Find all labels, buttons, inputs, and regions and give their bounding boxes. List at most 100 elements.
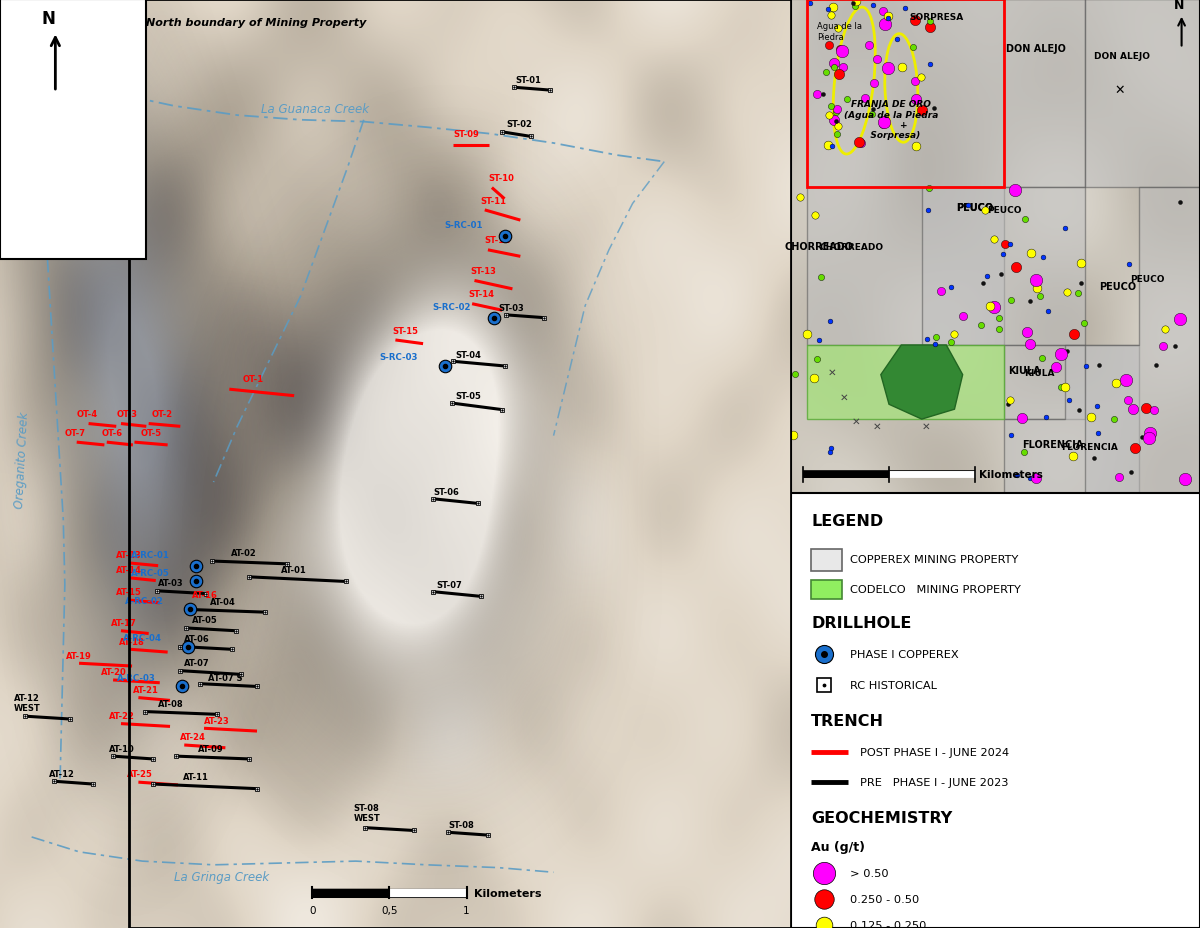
- Text: GEOCHEMISTRY: GEOCHEMISTRY: [811, 810, 953, 825]
- Bar: [808, 0, 1003, 187]
- Point: [926, 330, 946, 345]
- Text: > 0.50: > 0.50: [850, 869, 889, 879]
- Point: [1058, 285, 1078, 300]
- Text: Agua de la
Piedra: Agua de la Piedra: [817, 22, 863, 42]
- Polygon shape: [1003, 345, 1086, 419]
- Point: [920, 15, 940, 30]
- Text: 5: 5: [972, 492, 978, 502]
- Text: AT-02: AT-02: [230, 548, 257, 558]
- Point: [1026, 274, 1045, 289]
- Point: [806, 87, 826, 102]
- Point: [845, 0, 864, 15]
- Text: North boundary of Mining Property: North boundary of Mining Property: [146, 18, 367, 28]
- Text: ST-05: ST-05: [456, 392, 481, 401]
- Point: [827, 105, 846, 120]
- Point: [1069, 404, 1088, 419]
- Text: PEUCO: PEUCO: [1130, 275, 1165, 283]
- Point: [823, 1, 842, 16]
- Point: [864, 0, 883, 13]
- Point: [833, 60, 852, 75]
- Point: [821, 315, 840, 329]
- Point: [917, 332, 936, 347]
- Point: [893, 60, 912, 75]
- Point: [920, 21, 940, 36]
- Point: [878, 12, 898, 27]
- Text: S-RC-03: S-RC-03: [379, 353, 418, 362]
- Text: KIULA: KIULA: [1008, 366, 1040, 375]
- Text: ST-14: ST-14: [468, 290, 494, 299]
- Point: [1145, 404, 1164, 419]
- Point: [808, 353, 827, 367]
- Text: PEUCO: PEUCO: [956, 202, 994, 213]
- Text: ST-07: ST-07: [437, 580, 462, 589]
- Text: CODELCO   MINING PROPERTY: CODELCO MINING PROPERTY: [850, 585, 1021, 594]
- Point: [878, 61, 898, 76]
- Point: [1156, 322, 1175, 337]
- Bar: [811, 549, 842, 572]
- Point: [971, 318, 990, 333]
- Point: [818, 109, 838, 123]
- Point: [859, 38, 878, 53]
- Point: [994, 248, 1013, 263]
- Bar: [128, 0, 791, 928]
- Point: [824, 57, 844, 71]
- Text: DON ALEJO: DON ALEJO: [1093, 52, 1150, 61]
- Text: DON ALEJO: DON ALEJO: [1007, 45, 1067, 55]
- Point: [818, 3, 838, 18]
- Point: [828, 103, 847, 118]
- Text: AT-21: AT-21: [133, 685, 158, 694]
- Point: [990, 311, 1009, 326]
- Point: [991, 267, 1010, 282]
- Text: AT-04: AT-04: [210, 597, 236, 606]
- Point: [904, 41, 923, 56]
- Text: OT-5: OT-5: [140, 429, 162, 438]
- Point: [821, 8, 840, 23]
- Text: OT-3: OT-3: [118, 409, 138, 419]
- Point: [1117, 373, 1136, 388]
- Point: [996, 238, 1015, 252]
- Point: [1007, 261, 1026, 276]
- Point: [868, 53, 887, 68]
- Text: ST-15: ST-15: [392, 327, 419, 336]
- Text: AT-01: AT-01: [281, 565, 307, 574]
- Text: ✕: ✕: [922, 421, 930, 432]
- Point: [1015, 445, 1034, 460]
- Text: AT-20: AT-20: [101, 667, 127, 677]
- Point: [1133, 431, 1152, 445]
- Text: PEUCO: PEUCO: [988, 205, 1021, 214]
- Point: [1046, 360, 1066, 375]
- Polygon shape: [808, 187, 1003, 345]
- Point: [924, 101, 943, 116]
- Point: [1085, 451, 1104, 466]
- Point: [1027, 281, 1046, 296]
- Text: AT-24: AT-24: [180, 732, 206, 741]
- Point: [1033, 352, 1052, 367]
- Point: [1030, 290, 1049, 304]
- Text: TRENCH: TRENCH: [811, 714, 884, 728]
- Text: AT-17: AT-17: [110, 618, 137, 627]
- Text: A-RC-02: A-RC-02: [125, 596, 163, 605]
- Point: [820, 38, 839, 53]
- Text: ST-03: ST-03: [498, 303, 524, 313]
- Point: [1105, 412, 1124, 427]
- Point: [1110, 470, 1129, 484]
- Text: 1: 1: [463, 905, 470, 915]
- Point: [827, 127, 846, 142]
- Text: AT-25: AT-25: [126, 769, 152, 779]
- Text: DRILLHOLE: DRILLHOLE: [811, 615, 912, 630]
- Point: [1001, 293, 1020, 308]
- Text: ✕: ✕: [828, 367, 836, 377]
- Point: [811, 270, 830, 285]
- Point: [800, 0, 820, 12]
- Text: AT-03: AT-03: [158, 578, 184, 587]
- Point: [1051, 380, 1070, 394]
- Text: OT-1: OT-1: [242, 374, 264, 383]
- Text: 0.125 - 0.250: 0.125 - 0.250: [850, 920, 926, 928]
- Point: [1068, 286, 1087, 301]
- Point: [838, 93, 857, 108]
- Point: [1018, 325, 1037, 340]
- Point: [1122, 465, 1141, 480]
- Point: [998, 397, 1018, 412]
- Point: [896, 2, 916, 17]
- Point: [984, 232, 1003, 247]
